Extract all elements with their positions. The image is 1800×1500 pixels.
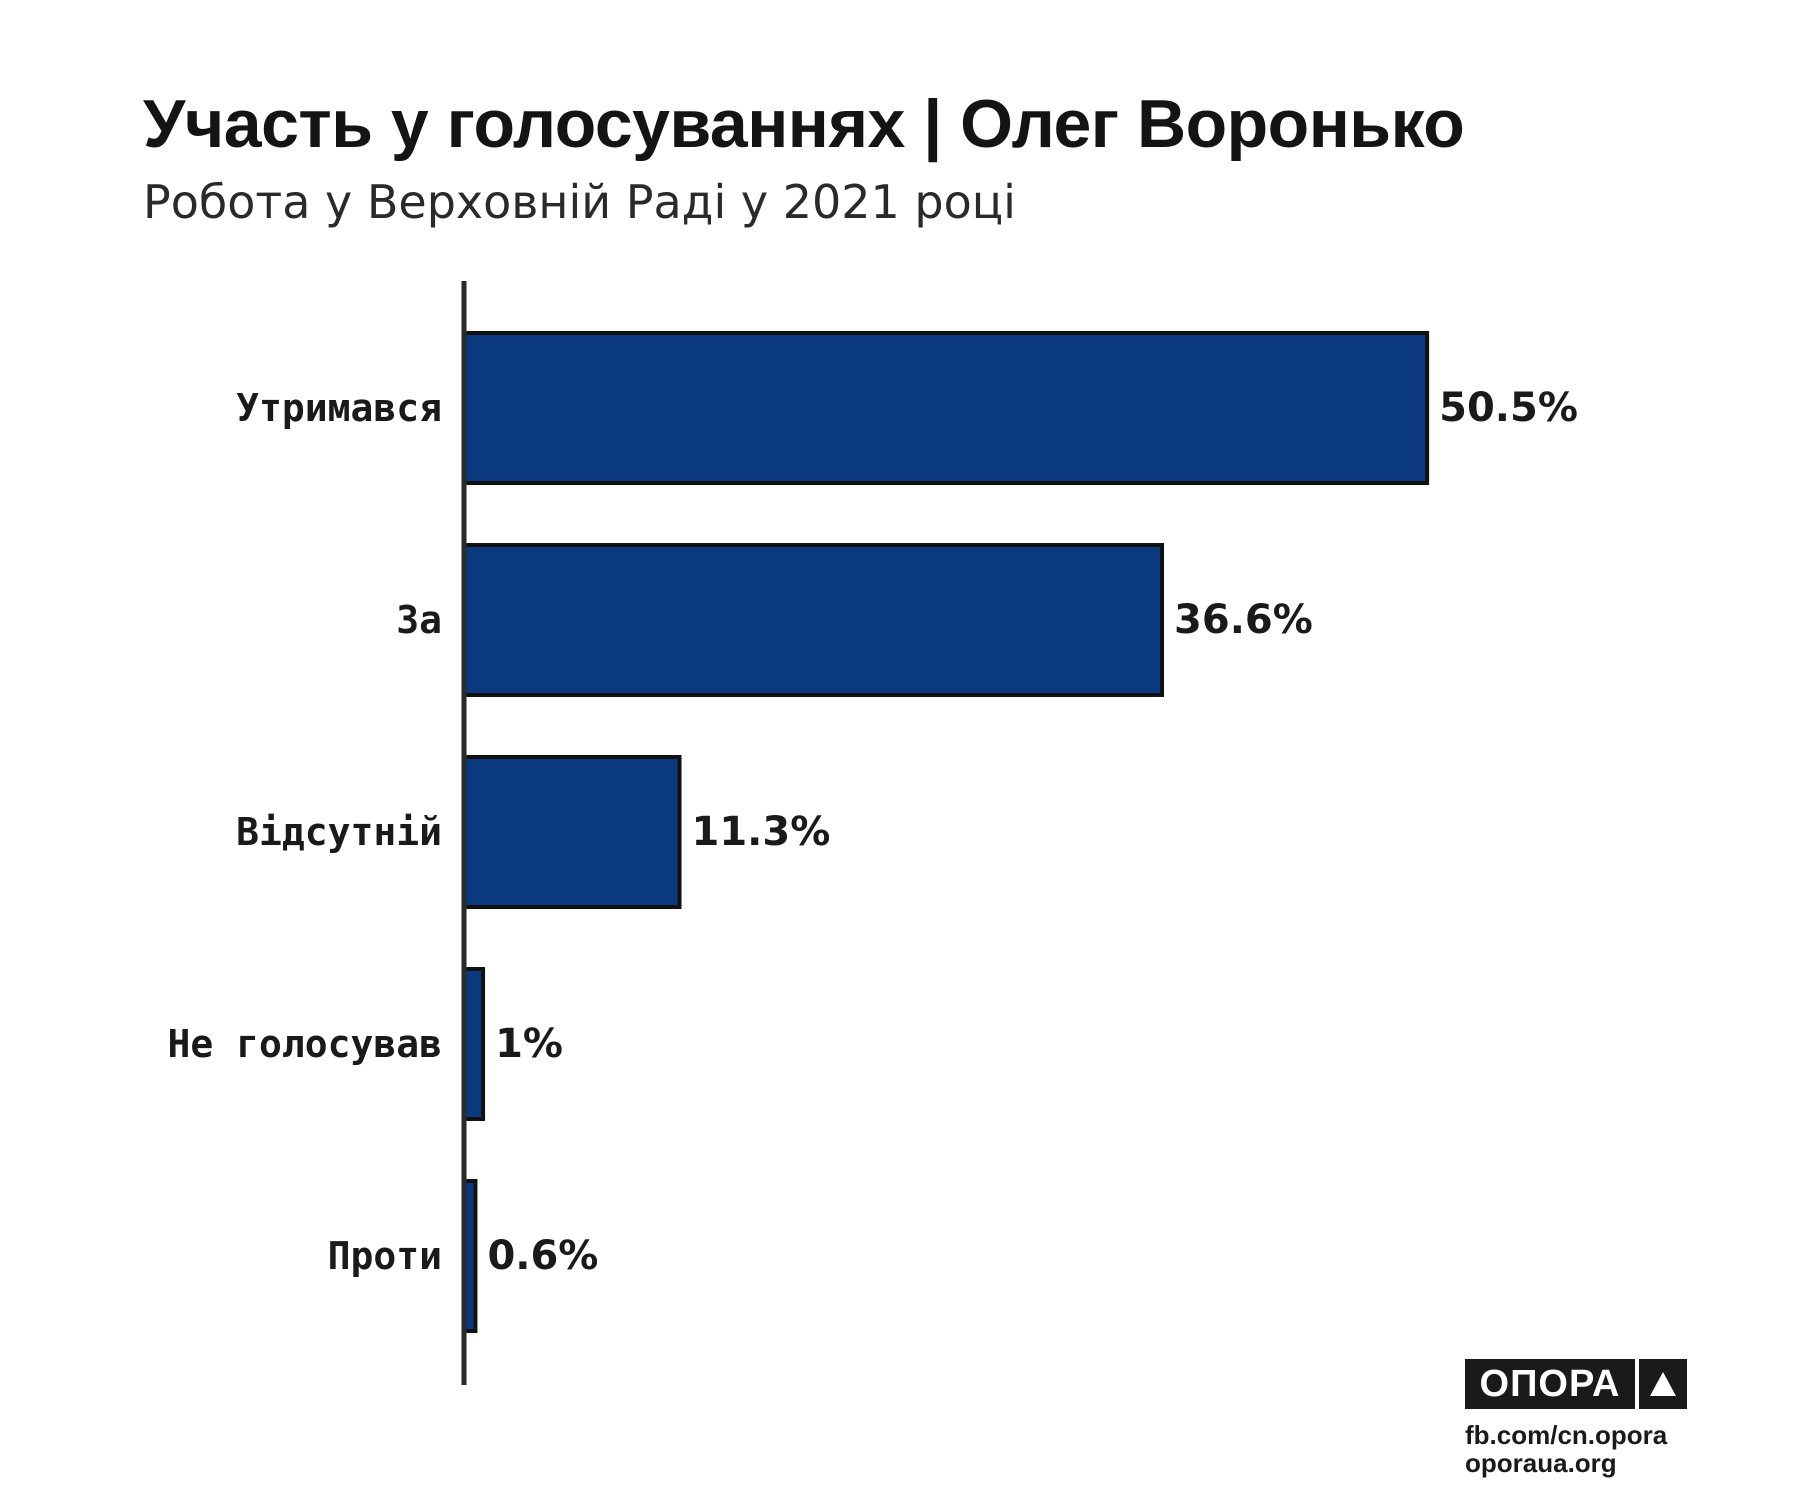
triangle-icon — [1639, 1359, 1687, 1409]
category-label: Проти — [328, 1234, 442, 1278]
value-label: 11.3% — [692, 809, 831, 855]
value-label: 36.6% — [1174, 597, 1313, 643]
facebook-link[interactable]: fb.com/cn.opora — [1465, 1420, 1668, 1450]
bar-2 — [462, 755, 682, 909]
category-label: Утримався — [236, 386, 442, 430]
bar-1 — [462, 543, 1165, 697]
value-label: 1% — [495, 1021, 563, 1067]
chart-subtitle: Робота у Верховній Раді у 2021 році — [143, 175, 1016, 229]
logo-wordmark: ОПОРА — [1465, 1359, 1635, 1409]
chart-title: Участь у голосуваннях | Олег Воронько — [143, 86, 1465, 162]
value-label: 50.5% — [1439, 385, 1578, 431]
bar-3 — [462, 967, 486, 1121]
category-label: За — [396, 598, 442, 642]
opora-logo: ОПОРА — [1465, 1359, 1687, 1409]
value-label: 0.6% — [487, 1233, 598, 1279]
category-label: Не голосував — [167, 1022, 442, 1066]
category-label: Відсутній — [236, 810, 442, 854]
bar-0 — [462, 331, 1430, 485]
website-link[interactable]: oporaua.org — [1465, 1448, 1617, 1478]
